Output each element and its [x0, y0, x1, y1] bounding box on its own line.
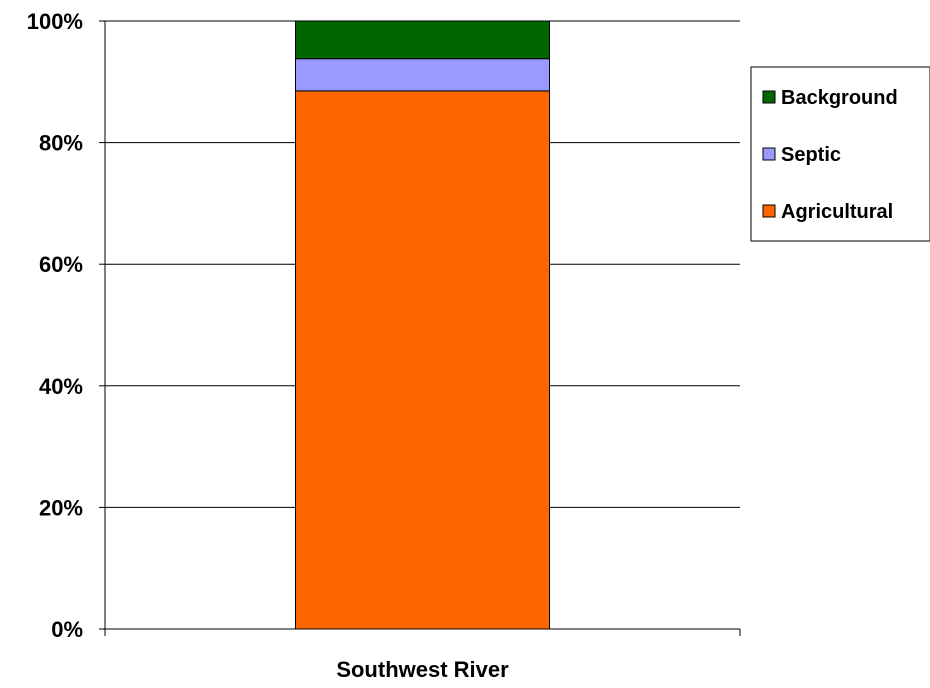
legend-swatch-background — [762, 90, 776, 104]
bars — [295, 20, 550, 630]
legend-swatch-agricultural — [762, 204, 776, 218]
axes: 0% 20% 40% 60% 80% 100% Southwest River — [27, 9, 741, 682]
bar-segment-background — [295, 20, 550, 60]
y-tick-label: 0% — [51, 617, 83, 642]
y-tick-label: 80% — [39, 131, 83, 156]
y-tick-label: 100% — [27, 9, 83, 34]
y-tick-label: 40% — [39, 374, 83, 399]
y-tick-label: 20% — [39, 495, 83, 520]
bar-segment-agricultural — [295, 90, 550, 630]
legend-label-septic: Septic — [781, 144, 841, 166]
y-tick-label: 60% — [39, 252, 83, 277]
legend-box — [750, 66, 930, 242]
bar-segment-septic — [295, 58, 550, 92]
x-category-label: Southwest River — [336, 657, 509, 682]
legend-swatch-septic — [762, 147, 776, 161]
legend: Background Septic Agricultural — [750, 66, 930, 242]
legend-label-background: Background — [781, 87, 898, 109]
legend-label-agricultural: Agricultural — [781, 201, 893, 223]
